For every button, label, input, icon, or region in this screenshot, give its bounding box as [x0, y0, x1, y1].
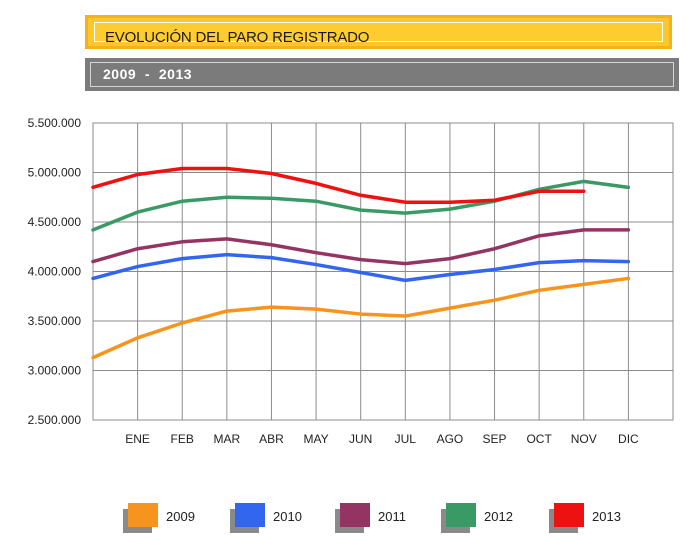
series-line-2012	[91, 179, 631, 232]
title-banner-frame	[94, 22, 663, 42]
legend-label: 2013	[592, 509, 621, 524]
x-tick-label: AGO	[437, 432, 464, 446]
series-line-2009	[91, 276, 631, 360]
x-tick-label: MAY	[304, 432, 329, 446]
legend-label: 2010	[273, 509, 302, 524]
subtitle-banner-frame	[90, 62, 674, 87]
legend-swatch	[340, 503, 370, 527]
legend-swatch	[235, 503, 265, 527]
chart-subtitle: 2009 - 2013	[103, 66, 193, 82]
x-tick-label: ABR	[259, 432, 284, 446]
legend-swatch	[128, 503, 158, 527]
y-tick-label: 2.500.000	[28, 413, 82, 427]
title-banner: EVOLUCIÓN DEL PARO REGISTRADO	[85, 15, 672, 49]
legend-swatch	[446, 503, 476, 527]
y-tick-label: 5.000.000	[28, 166, 82, 180]
x-tick-label: NOV	[571, 432, 597, 446]
x-tick-label: JUN	[349, 432, 372, 446]
y-tick-label: 4.500.000	[28, 215, 82, 229]
legend-swatch	[554, 503, 584, 527]
x-tick-label: ENE	[125, 432, 150, 446]
line-chart: 2.500.000 3.000.000 3.500.000 4.000.000 4.50…	[28, 116, 674, 446]
x-tick-label: MAR	[214, 432, 241, 446]
series-line-2013	[91, 166, 586, 204]
y-tick-label: 4.000.000	[28, 265, 82, 279]
y-tick-label: 3.000.000	[28, 364, 82, 378]
series-line-2010	[91, 252, 631, 283]
x-tick-label: FEB	[171, 432, 194, 446]
legend-label: 2009	[166, 509, 195, 524]
chart-title: EVOLUCIÓN DEL PARO REGISTRADO	[105, 29, 370, 46]
x-tick-label: OCT	[526, 432, 552, 446]
x-tick-label: SEP	[483, 432, 507, 446]
legend-label: 2011	[378, 509, 406, 524]
y-tick-label: 5.500.000	[28, 116, 82, 130]
series-line-2011	[91, 228, 631, 266]
subtitle-banner: 2009 - 2013	[85, 58, 679, 91]
legend-label: 2012	[484, 509, 513, 524]
x-tick-label: DIC	[618, 432, 639, 446]
x-tick-label: JUL	[395, 432, 417, 446]
y-tick-label: 3.500.000	[28, 314, 82, 328]
